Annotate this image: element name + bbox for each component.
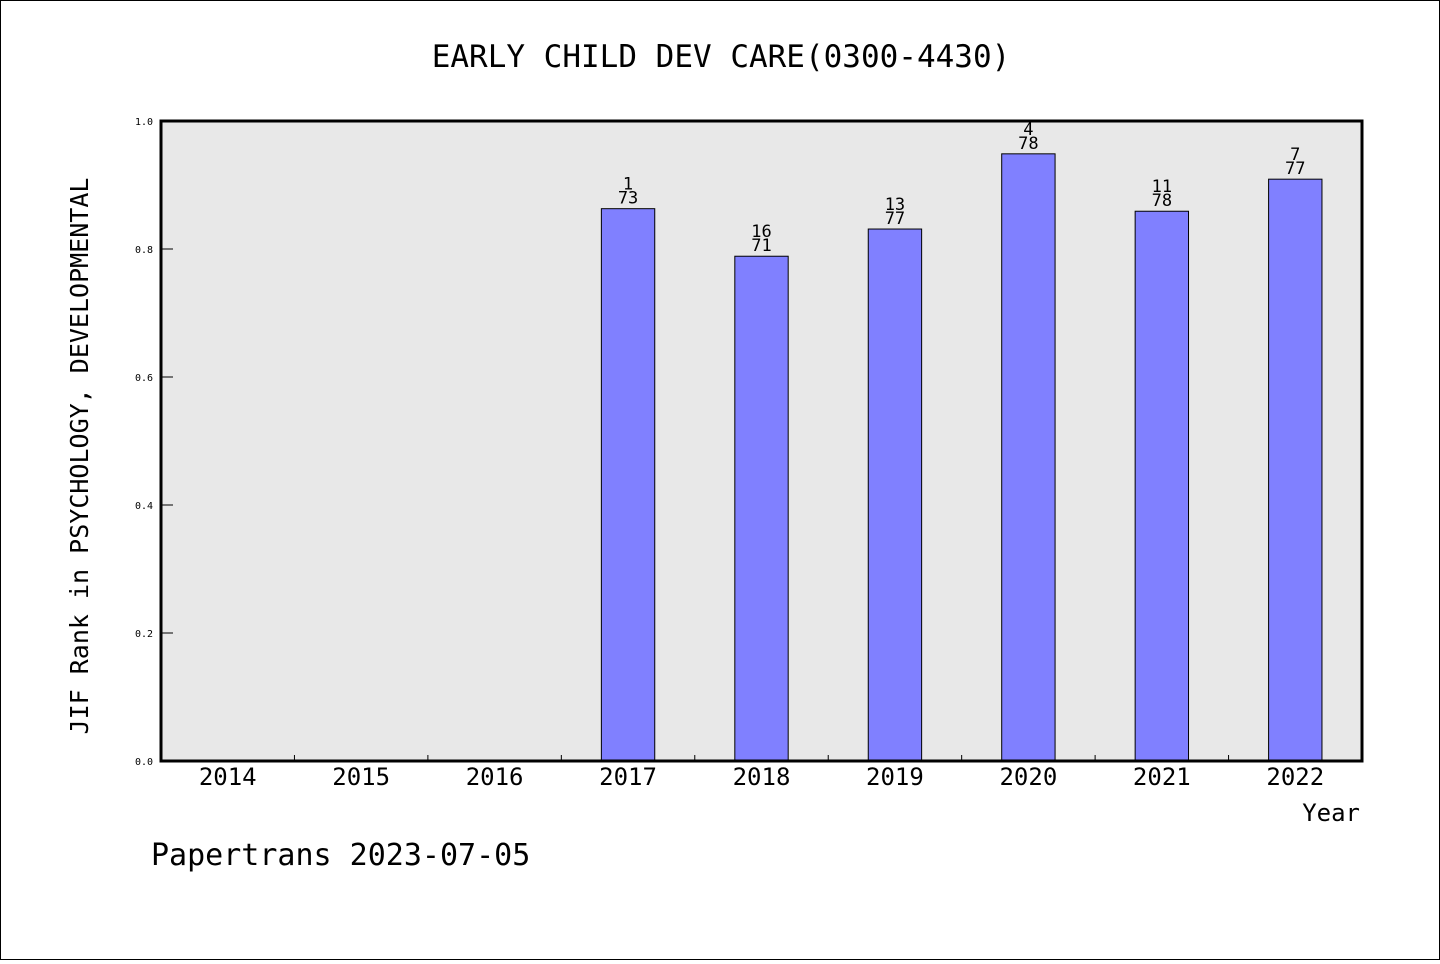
bar-total-label: 78 [1152,191,1172,211]
bar-2019 [867,228,923,762]
x-tick-label: 2016 [466,763,524,791]
bar-2021 [1134,210,1190,762]
x-tick-label: 2014 [199,763,257,791]
bar-total-label: 73 [618,189,638,209]
bar-rank-label: 11 [1152,177,1172,197]
x-tick-label: 2018 [733,763,791,791]
x-tick-label: 2020 [999,763,1057,791]
x-axis-label: Year [1302,799,1360,827]
bar-total-label: 77 [885,209,905,229]
bar-rank-label: 7 [1290,145,1300,165]
plot-border [159,119,1364,763]
y-tick-label: 0.4 [135,501,153,512]
x-tick-label: 2022 [1266,763,1324,791]
x-tick-label: 2019 [866,763,924,791]
bar-2022 [1268,178,1323,762]
bar-total-label: 77 [1285,159,1305,179]
x-tick-label: 2021 [1133,763,1191,791]
bar-2020 [1001,153,1056,762]
y-tick-label: 0.8 [135,245,153,256]
x-tick-label: 2017 [599,763,657,791]
y-tick-label: 1.0 [135,117,153,128]
bar-total-label: 71 [751,236,771,256]
bar-total-label: 78 [1018,134,1038,154]
bar-rank-label: 13 [885,195,905,215]
x-tick-label: 2015 [332,763,390,791]
footer-credit: Papertrans 2023-07-05 [151,838,530,873]
bar-rank-label: 4 [1023,120,1033,140]
chart-title: EARLY CHILD DEV CARE(0300-4430) [432,39,1011,75]
bar-2018 [734,255,789,762]
y-tick-label: 0.6 [135,373,153,384]
y-tick-label: 0.2 [135,629,153,640]
bar-rank-label: 16 [751,222,771,242]
bar-rank-label: 1 [623,175,633,195]
y-tick-label: 0.0 [135,757,153,768]
bar-2017 [600,208,656,762]
y-axis-label: JIF Rank in PSYCHOLOGY, DEVELOPMENTAL [65,178,94,735]
